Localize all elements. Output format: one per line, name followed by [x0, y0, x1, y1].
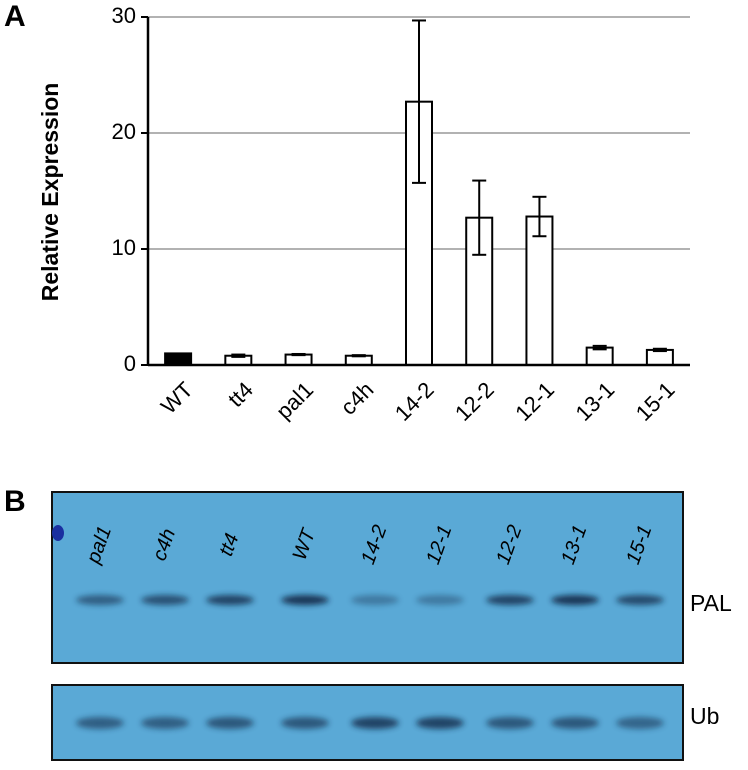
- bar: [525, 215, 554, 366]
- error-bar: [231, 353, 246, 358]
- x-tick-label: 15-1: [631, 377, 680, 426]
- band: [206, 717, 254, 729]
- band: [486, 595, 534, 605]
- x-tick-label: WT: [156, 377, 198, 419]
- y-tick-label: 0: [124, 351, 136, 376]
- band: [351, 717, 399, 729]
- band: [416, 595, 464, 605]
- x-tick-label: 12-1: [510, 377, 559, 426]
- x-tick-label: 14-2: [390, 377, 439, 426]
- y-tick-label: 30: [112, 3, 136, 28]
- band-label: Ub: [690, 703, 719, 729]
- band: [486, 717, 534, 729]
- x-tick-label: pal1: [271, 377, 318, 424]
- error-bar: [652, 347, 667, 353]
- error-bar: [472, 179, 487, 256]
- x-tick-label: 13-1: [570, 377, 619, 426]
- band: [141, 717, 189, 729]
- band-label: PAL: [690, 590, 732, 616]
- band: [76, 717, 124, 729]
- panel-label: A: [4, 0, 26, 33]
- blot-top: [51, 491, 684, 664]
- x-tick-label: tt4: [223, 377, 258, 412]
- chart: 0 10 20 30 WT tt4 pal1 c4h 14-2 12-2 12-1 13-1 15-1: [112, 3, 690, 426]
- y-axis-label: Relative Expression: [37, 83, 63, 302]
- band: [281, 717, 329, 729]
- error-bar: [351, 354, 366, 358]
- band: [616, 717, 664, 729]
- x-tick-label: c4h: [336, 377, 379, 420]
- band: [351, 595, 399, 605]
- bar: [645, 348, 674, 367]
- y-tick-label: 10: [112, 235, 136, 260]
- error-bar: [412, 19, 426, 184]
- band: [616, 595, 664, 605]
- y-tick-label: 20: [112, 119, 136, 144]
- band: [281, 595, 329, 605]
- x-tick-label: 12-2: [450, 377, 499, 426]
- bar: [164, 352, 193, 366]
- error-bar: [592, 344, 607, 351]
- band: [206, 595, 254, 605]
- band: [551, 595, 599, 605]
- band: [76, 595, 124, 605]
- panel-label: B: [4, 485, 26, 518]
- band: [416, 717, 464, 729]
- error-bar: [291, 352, 306, 357]
- error-bar: [532, 195, 547, 238]
- band: [141, 595, 189, 605]
- blot-spot: [52, 525, 64, 541]
- band: [551, 717, 599, 729]
